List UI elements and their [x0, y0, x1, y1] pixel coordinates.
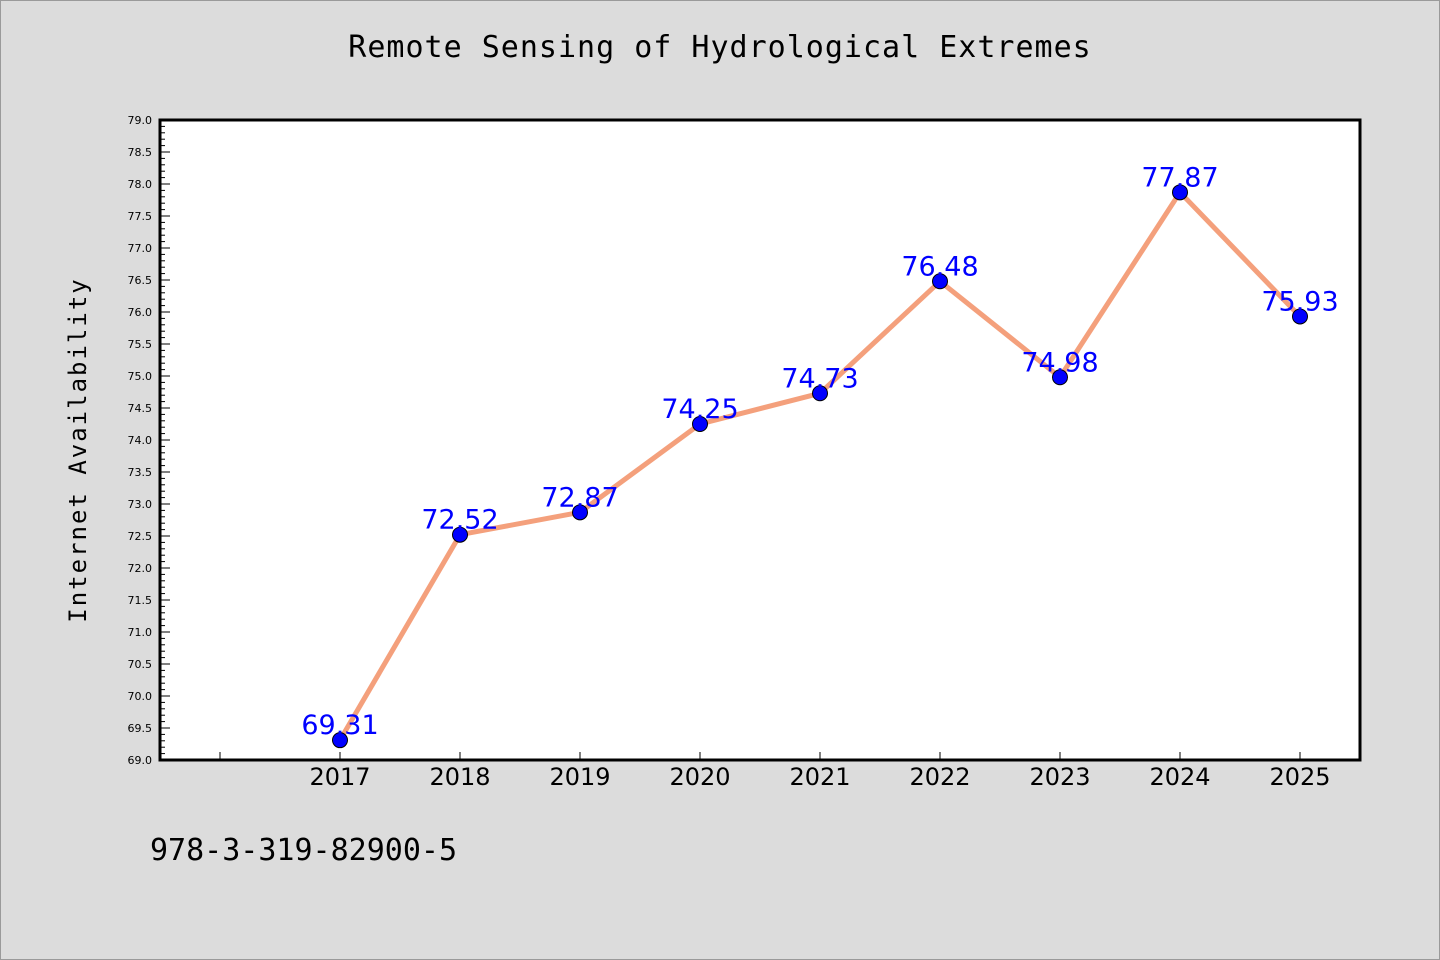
y-tick-label: 73.0 — [128, 498, 153, 511]
y-tick-label: 78.5 — [128, 146, 153, 159]
y-tick-label: 75.0 — [128, 370, 153, 383]
data-label: 75.93 — [1261, 286, 1338, 317]
plot-border — [158, 118, 1362, 762]
y-tick-label: 77.5 — [128, 210, 153, 223]
y-tick-label: 71.0 — [128, 626, 153, 639]
data-label: 77.87 — [1141, 162, 1218, 193]
y-tick-label: 70.5 — [128, 658, 153, 671]
y-tick-label: 74.0 — [128, 434, 153, 447]
x-tick-label: 2018 — [429, 763, 490, 791]
y-tick-label: 78.0 — [128, 178, 153, 191]
footnote-isbn: 978-3-319-82900-5 — [150, 833, 458, 868]
y-tick-label: 74.5 — [128, 402, 153, 415]
plot-area — [160, 120, 1360, 760]
x-tick-label: 2023 — [1029, 763, 1090, 791]
x-tick-label: 2017 — [309, 763, 370, 791]
data-label: 72.52 — [421, 505, 498, 536]
data-point — [932, 273, 948, 290]
data-point — [452, 526, 468, 543]
y-axis-ticks: 69.0 69.5 70.0 70.5 71.0 71.5 72.0 72.5 73.0 73.5… — [128, 114, 170, 767]
data-point — [1172, 184, 1188, 201]
data-labels: 69.31 72.52 72.87 74.25 74.73 76.48 74.98 77.87… — [301, 162, 1338, 741]
data-point — [332, 732, 348, 749]
y-tick-label: 72.5 — [128, 530, 153, 543]
data-label: 76.48 — [901, 251, 978, 282]
y-tick-label: 79.0 — [128, 114, 153, 127]
y-tick-label: 69.5 — [128, 722, 153, 735]
data-label: 74.73 — [781, 363, 858, 394]
y-tick-label: 76.5 — [128, 274, 153, 287]
data-point — [812, 385, 828, 402]
y-tick-label: 75.5 — [128, 338, 153, 351]
x-tick-label: 2019 — [549, 763, 610, 791]
data-label: 74.98 — [1021, 347, 1098, 378]
y-tick-label: 71.5 — [128, 594, 153, 607]
y-tick-label: 77.0 — [128, 242, 153, 255]
data-markers — [332, 184, 1308, 749]
data-label: 69.31 — [301, 710, 378, 741]
x-tick-label: 2025 — [1269, 763, 1330, 791]
x-tick-label: 2021 — [789, 763, 850, 791]
data-point — [1052, 369, 1068, 386]
x-tick-label: 2024 — [1149, 763, 1210, 791]
y-tick-label: 73.5 — [128, 466, 153, 479]
data-point — [692, 416, 708, 432]
y-tick-label: 69.0 — [128, 754, 153, 767]
x-axis-ticks: 2017 2018 2019 2020 2021 2022 2023 2024 2025 — [219, 752, 1331, 791]
data-point — [1292, 308, 1308, 325]
data-point — [572, 504, 588, 521]
chart-title: Remote Sensing of Hydrological Extremes — [348, 30, 1092, 65]
y-tick-label: 76.0 — [128, 306, 153, 319]
data-label: 72.87 — [541, 482, 618, 513]
data-label: 74.25 — [661, 394, 738, 425]
y-tick-label: 72.0 — [128, 562, 153, 575]
y-tick-label: 70.0 — [128, 690, 153, 703]
x-tick-label: 2022 — [909, 763, 970, 791]
x-tick-label: 2020 — [669, 763, 730, 791]
